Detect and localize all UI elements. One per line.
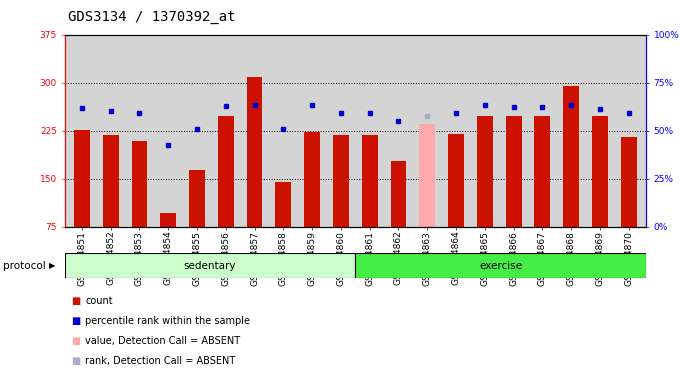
Bar	[333, 135, 349, 227]
Bar	[74, 130, 90, 227]
Text: percentile rank within the sample: percentile rank within the sample	[85, 316, 250, 326]
Bar	[189, 170, 205, 227]
Bar	[160, 213, 176, 227]
Text: exercise: exercise	[479, 261, 522, 271]
Bar	[506, 116, 522, 227]
Bar	[275, 182, 291, 227]
Text: count: count	[85, 296, 113, 306]
Bar	[592, 116, 608, 227]
Bar	[103, 135, 118, 227]
Text: ■: ■	[71, 336, 81, 346]
Bar	[131, 141, 148, 227]
Text: ■: ■	[71, 356, 81, 366]
Text: ■: ■	[71, 316, 81, 326]
Bar	[563, 86, 579, 227]
Text: ■: ■	[71, 296, 81, 306]
Bar	[218, 116, 234, 227]
Bar	[621, 137, 636, 227]
Bar	[534, 116, 550, 227]
Text: value, Detection Call = ABSENT: value, Detection Call = ABSENT	[85, 336, 240, 346]
Bar	[304, 132, 320, 227]
Bar	[390, 161, 407, 227]
Text: ▶: ▶	[49, 262, 56, 270]
Bar	[247, 78, 262, 227]
Bar	[420, 124, 435, 227]
Bar	[477, 116, 493, 227]
Bar	[448, 134, 464, 227]
Bar	[362, 135, 377, 227]
Text: rank, Detection Call = ABSENT: rank, Detection Call = ABSENT	[85, 356, 235, 366]
Bar	[65, 253, 355, 278]
Text: GDS3134 / 1370392_at: GDS3134 / 1370392_at	[68, 10, 235, 23]
Bar	[355, 253, 646, 278]
Text: sedentary: sedentary	[184, 261, 236, 271]
Text: protocol: protocol	[3, 261, 46, 271]
